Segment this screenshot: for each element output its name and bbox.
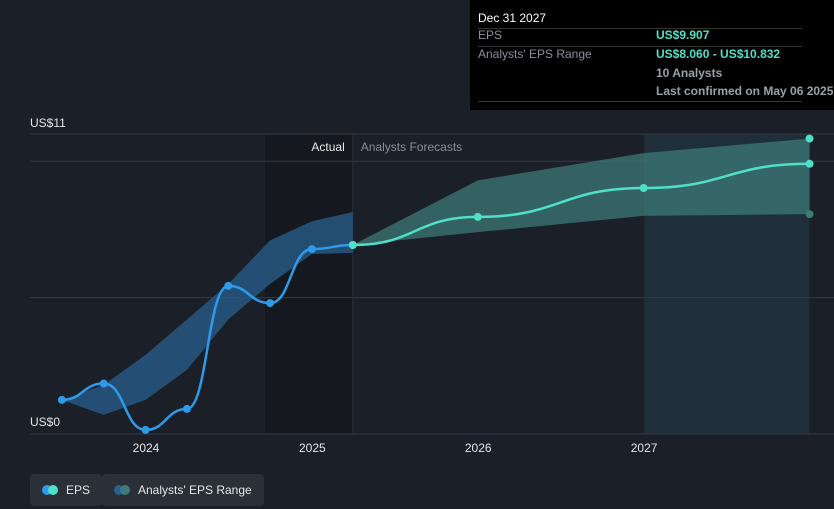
tooltip-range-value: US$8.060 - US$10.832 bbox=[656, 47, 781, 61]
x-tick-2025: 2025 bbox=[299, 441, 326, 455]
legend-eps-label: EPS bbox=[66, 483, 91, 497]
analysts-eps-range-actual-band bbox=[61, 212, 353, 415]
tooltip-range-label: Analysts' EPS Range bbox=[478, 47, 592, 61]
eps-forecast-point bbox=[805, 159, 814, 168]
eps-point bbox=[57, 395, 66, 404]
tooltip-date-row: Dec 31 2027 bbox=[478, 8, 802, 29]
eps-point bbox=[182, 404, 191, 413]
eps-line bbox=[61, 243, 353, 432]
tooltip-analysts: 10 Analysts bbox=[656, 66, 723, 80]
x-tick-2024: 2024 bbox=[133, 441, 160, 455]
tooltip-range-row: Analysts' EPS Range US$8.060 - US$10.832… bbox=[478, 47, 833, 102]
eps-forecast-point bbox=[639, 184, 648, 192]
x-tick-2027: 2027 bbox=[631, 441, 658, 455]
tooltip-date: Dec 31 2027 bbox=[478, 11, 547, 25]
tooltip-confirmed: Last confirmed on May 06 2025 bbox=[656, 84, 834, 98]
eps-legend-icon bbox=[42, 485, 58, 495]
eps-point bbox=[224, 281, 233, 290]
eps-point bbox=[307, 245, 316, 254]
eps-point bbox=[266, 299, 275, 308]
tooltip-eps-label: EPS bbox=[478, 28, 503, 42]
eps-forecast-point bbox=[473, 212, 482, 221]
y-label-min: US$0 bbox=[30, 415, 60, 429]
actual-last-year-shade bbox=[265, 134, 353, 434]
range-low-point bbox=[805, 210, 814, 219]
tooltip-eps-value: US$9.907 bbox=[656, 28, 710, 42]
range-high-point bbox=[805, 134, 814, 143]
x-tick-2026: 2026 bbox=[465, 441, 492, 455]
tooltip-eps-row: EPS US$9.907 bbox=[478, 28, 802, 47]
legend-range-label: Analysts' EPS Range bbox=[138, 483, 252, 497]
eps-forecast-line bbox=[352, 162, 810, 247]
range-legend-icon bbox=[114, 485, 130, 495]
eps-forecast-point bbox=[348, 241, 357, 249]
tooltip: Dec 31 2027 EPS US$9.907 Analysts' EPS Ra… bbox=[470, 0, 834, 110]
eps-point bbox=[99, 379, 108, 388]
actual-label: Actual bbox=[311, 140, 344, 154]
legend-eps[interactable]: EPS bbox=[30, 474, 103, 506]
eps-point bbox=[141, 425, 150, 434]
y-label-max: US$11 bbox=[30, 116, 66, 130]
legend-range[interactable]: Analysts' EPS Range bbox=[102, 474, 264, 506]
forecast-label: Analysts Forecasts bbox=[361, 140, 462, 154]
